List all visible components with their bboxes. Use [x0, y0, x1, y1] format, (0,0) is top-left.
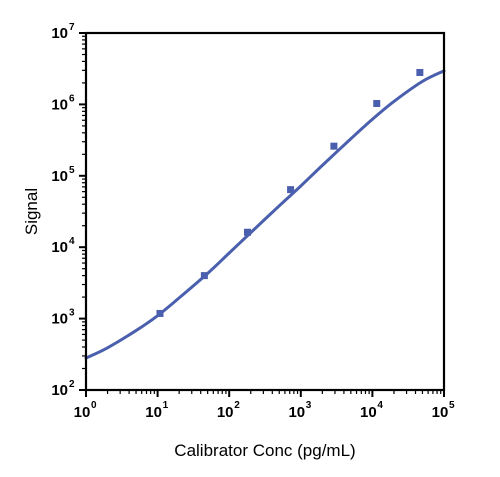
x-axis-title: Calibrator Conc (pg/mL)	[174, 441, 355, 460]
y-tick-label: 10	[51, 382, 68, 399]
y-tick-label: 10	[51, 239, 68, 256]
x-tick-label: 10	[145, 404, 162, 421]
x-tick-exponent: 5	[449, 400, 455, 411]
data-point	[243, 228, 251, 236]
data-point	[330, 142, 338, 150]
y-tick-exponent: 7	[69, 22, 75, 33]
x-tick-label: 10	[288, 404, 305, 421]
x-tick-exponent: 3	[306, 400, 312, 411]
y-tick-label: 10	[51, 96, 68, 113]
y-tick-label: 10	[51, 311, 68, 328]
plot-frame	[84, 31, 446, 392]
x-tick-exponent: 4	[377, 400, 383, 411]
y-tick-label: 10	[51, 168, 68, 185]
x-tick-label: 10	[432, 404, 449, 421]
data-point	[287, 186, 295, 194]
x-axis-ticks: 10 0 10 1 10 2 10 3 10 4 10 5	[74, 390, 455, 421]
data-point	[416, 68, 424, 76]
y-axis-title: Signal	[22, 188, 41, 235]
x-tick-exponent: 2	[234, 400, 240, 411]
y-tick-label: 10	[51, 25, 68, 42]
y-tick-exponent: 5	[69, 165, 75, 176]
fitted-curve-line	[84, 69, 446, 360]
y-tick-exponent: 4	[69, 236, 75, 247]
x-tick-exponent: 0	[91, 400, 97, 411]
x-tick-label: 10	[74, 404, 91, 421]
x-tick-exponent: 1	[163, 400, 169, 411]
data-point	[373, 99, 381, 107]
y-tick-exponent: 3	[69, 308, 75, 319]
fitted-curve-layer	[84, 69, 446, 360]
data-points-layer	[156, 68, 424, 317]
y-tick-exponent: 2	[69, 379, 75, 390]
x-tick-label: 10	[360, 404, 377, 421]
y-tick-exponent: 6	[69, 93, 75, 104]
data-point	[156, 309, 164, 317]
data-point	[200, 272, 208, 280]
x-tick-label: 10	[217, 404, 234, 421]
